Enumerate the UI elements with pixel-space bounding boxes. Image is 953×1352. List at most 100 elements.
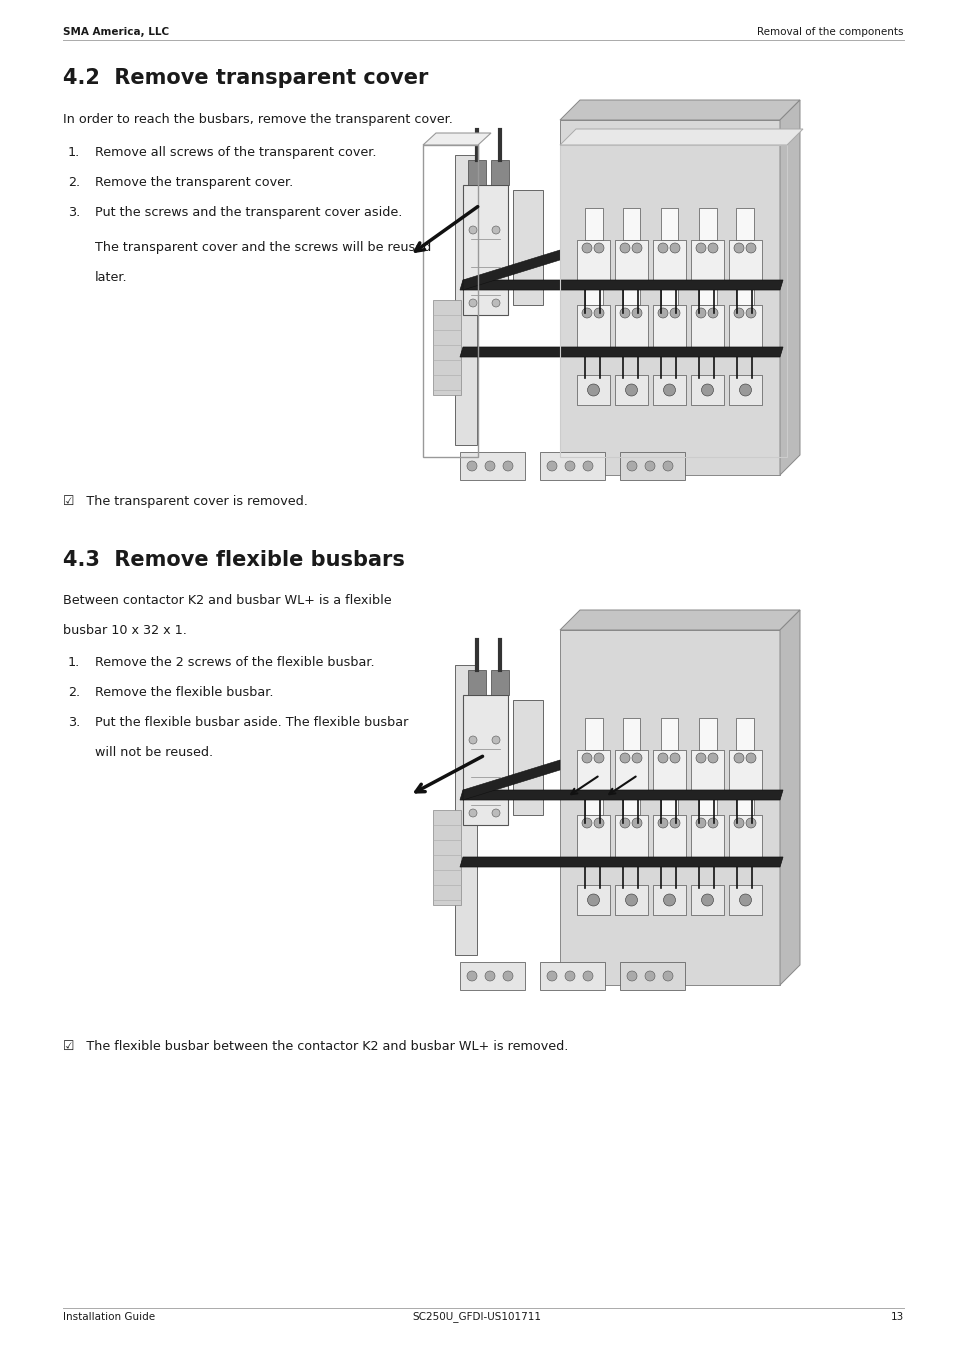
Circle shape [662, 384, 675, 396]
Circle shape [644, 461, 655, 470]
Polygon shape [780, 610, 800, 986]
Text: busbar 10 x 32 x 1.: busbar 10 x 32 x 1. [63, 625, 187, 637]
Circle shape [739, 894, 751, 906]
Circle shape [745, 818, 755, 827]
Polygon shape [652, 886, 685, 915]
Polygon shape [659, 783, 678, 815]
Polygon shape [459, 790, 782, 800]
Polygon shape [577, 375, 609, 406]
Polygon shape [698, 208, 716, 241]
Polygon shape [584, 783, 602, 815]
Polygon shape [622, 208, 639, 241]
Circle shape [669, 308, 679, 318]
Circle shape [662, 461, 672, 470]
Polygon shape [584, 718, 602, 750]
Text: ☑   The transparent cover is removed.: ☑ The transparent cover is removed. [63, 495, 308, 508]
Circle shape [492, 299, 499, 307]
Circle shape [582, 971, 593, 982]
Polygon shape [736, 273, 754, 306]
Circle shape [619, 243, 629, 253]
Text: will not be reused.: will not be reused. [95, 746, 213, 758]
Polygon shape [433, 300, 460, 395]
Circle shape [739, 384, 751, 396]
Circle shape [492, 226, 499, 234]
Circle shape [658, 243, 667, 253]
Text: Installation Guide: Installation Guide [63, 1311, 155, 1322]
Polygon shape [459, 857, 782, 867]
Polygon shape [652, 241, 685, 285]
Text: 4.3  Remove flexible busbars: 4.3 Remove flexible busbars [63, 550, 404, 571]
Circle shape [658, 308, 667, 318]
Circle shape [707, 243, 718, 253]
Circle shape [594, 753, 603, 763]
Polygon shape [459, 280, 782, 289]
Polygon shape [577, 241, 609, 285]
Text: Remove the transparent cover.: Remove the transparent cover. [95, 176, 293, 189]
Polygon shape [615, 750, 647, 795]
Text: Put the flexible busbar aside. The flexible busbar: Put the flexible busbar aside. The flexi… [95, 717, 408, 729]
Text: 13: 13 [890, 1311, 903, 1322]
Circle shape [733, 243, 743, 253]
Polygon shape [690, 750, 723, 795]
Circle shape [745, 753, 755, 763]
Text: SC250U_GFDI-US101711: SC250U_GFDI-US101711 [412, 1311, 541, 1322]
Circle shape [625, 384, 637, 396]
Polygon shape [513, 191, 542, 306]
Polygon shape [559, 120, 780, 475]
Circle shape [625, 894, 637, 906]
Polygon shape [577, 306, 609, 350]
Circle shape [594, 243, 603, 253]
Circle shape [745, 243, 755, 253]
Circle shape [587, 894, 598, 906]
Circle shape [696, 753, 705, 763]
Polygon shape [513, 700, 542, 815]
Polygon shape [539, 452, 604, 480]
Polygon shape [491, 160, 509, 185]
Polygon shape [455, 155, 476, 445]
Polygon shape [619, 452, 684, 480]
Circle shape [733, 818, 743, 827]
Text: Removal of the components: Removal of the components [757, 27, 903, 37]
Circle shape [669, 753, 679, 763]
Polygon shape [698, 718, 716, 750]
Polygon shape [622, 718, 639, 750]
Polygon shape [584, 273, 602, 306]
Circle shape [696, 243, 705, 253]
Circle shape [619, 308, 629, 318]
Circle shape [707, 753, 718, 763]
Circle shape [619, 818, 629, 827]
Polygon shape [615, 241, 647, 285]
Polygon shape [559, 610, 800, 630]
Circle shape [502, 461, 513, 470]
Polygon shape [652, 375, 685, 406]
Polygon shape [622, 783, 639, 815]
Circle shape [594, 818, 603, 827]
Polygon shape [459, 347, 782, 357]
Circle shape [587, 384, 598, 396]
Polygon shape [622, 273, 639, 306]
Polygon shape [698, 783, 716, 815]
Polygon shape [468, 671, 485, 695]
Circle shape [707, 308, 718, 318]
Text: Remove the 2 screws of the flexible busbar.: Remove the 2 screws of the flexible busb… [95, 656, 375, 669]
Circle shape [469, 735, 476, 744]
Polygon shape [615, 886, 647, 915]
Text: 2.: 2. [68, 176, 80, 189]
Polygon shape [491, 671, 509, 695]
Polygon shape [619, 963, 684, 990]
Circle shape [733, 308, 743, 318]
Circle shape [669, 818, 679, 827]
Circle shape [696, 818, 705, 827]
Polygon shape [728, 241, 761, 285]
Circle shape [546, 971, 557, 982]
Polygon shape [728, 750, 761, 795]
Polygon shape [659, 273, 678, 306]
Polygon shape [659, 718, 678, 750]
Polygon shape [615, 306, 647, 350]
Polygon shape [433, 810, 460, 904]
Circle shape [626, 461, 637, 470]
Text: 1.: 1. [68, 656, 80, 669]
Polygon shape [559, 630, 780, 986]
Polygon shape [736, 718, 754, 750]
Circle shape [469, 226, 476, 234]
